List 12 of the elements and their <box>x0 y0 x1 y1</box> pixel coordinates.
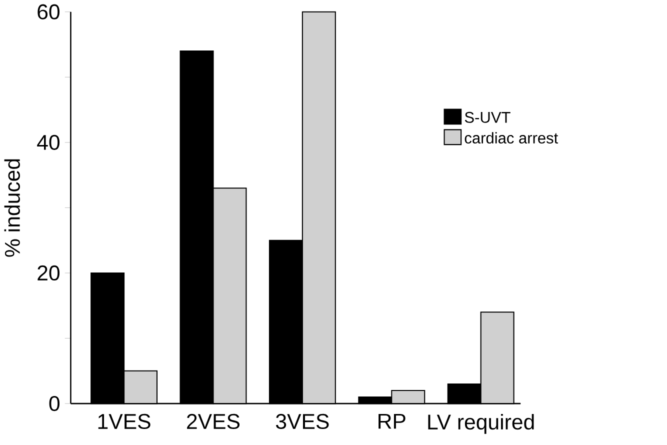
y-tick-label: 60 <box>38 4 60 20</box>
x-tick-label: 2VES <box>187 414 240 429</box>
x-tick-label: 3VES <box>276 414 329 429</box>
x-tick-label: 1VES <box>98 414 150 429</box>
x-tick-label: RP <box>378 414 406 428</box>
y-axis-title: % induced <box>4 159 20 257</box>
legend-label: S-UVT <box>464 112 510 123</box>
legend-label: cardiac arrest <box>464 132 558 144</box>
y-tick-label: 40 <box>37 134 60 150</box>
y-tick-label: 20 <box>38 265 60 280</box>
y-tick-label: 0 <box>49 396 60 411</box>
x-tick-label: LV required <box>428 414 534 434</box>
